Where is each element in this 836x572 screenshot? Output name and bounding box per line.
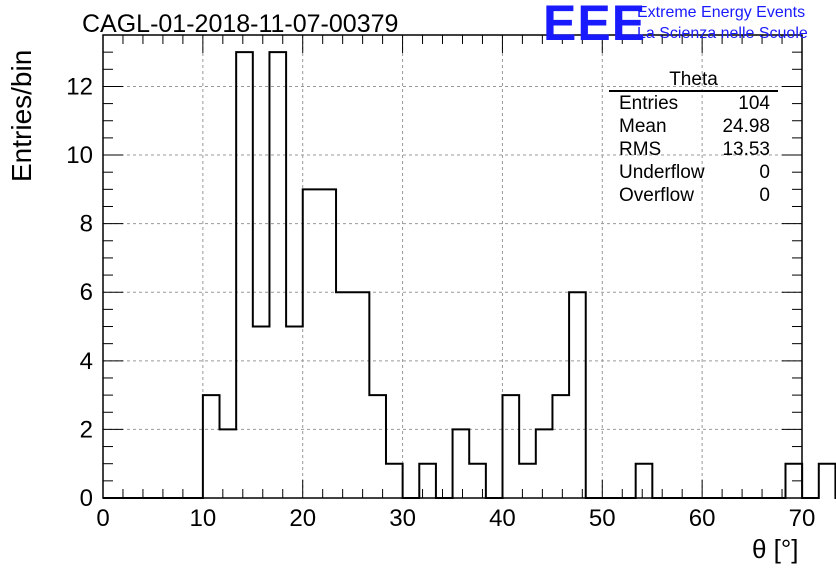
y-tick-label: 0 [80, 485, 93, 512]
y-tick-label: 12 [66, 73, 93, 100]
stats-row-overflow: Overflow 0 [619, 185, 770, 206]
y-axis-label: Entries/bin [6, 49, 37, 182]
x-tick-label: 10 [190, 505, 217, 532]
x-axis-label: θ [°] [752, 534, 799, 564]
y-tick-label: 4 [80, 348, 93, 375]
histogram-bin [453, 429, 470, 498]
histogram-bin [536, 429, 553, 498]
stats-title: Theta [609, 70, 778, 92]
eee-logo: EEE [543, 0, 647, 51]
logo-subtitle-line1: Extreme Energy Events [637, 4, 806, 21]
y-tick-label: 6 [80, 279, 93, 306]
histogram-bin [819, 464, 836, 498]
histogram-bin [253, 327, 270, 498]
histogram-bin [319, 189, 336, 498]
histogram-bin [569, 292, 586, 498]
histogram-bin [469, 464, 486, 498]
histogram-bin [303, 189, 320, 498]
x-tick-label: 60 [689, 505, 716, 532]
stats-box: Theta Entries 104 Mean 24.98 RMS 13.53 Unde… [609, 70, 778, 207]
x-tick-label: 50 [589, 505, 616, 532]
histogram-bin [269, 52, 286, 498]
stats-row-underflow: Underflow 0 [619, 162, 770, 183]
histogram-bin [519, 464, 536, 498]
y-tick-label: 2 [80, 416, 93, 443]
x-tick-label: 30 [389, 505, 416, 532]
histogram-bin [503, 395, 520, 498]
x-tick-label: 20 [289, 505, 316, 532]
logo-subtitle-line2: La Scienza nelle Scuole [637, 25, 808, 42]
histogram-bin [369, 395, 386, 498]
stats-row-entries: Entries 104 [619, 93, 770, 114]
y-tick-label: 8 [80, 211, 93, 238]
histogram-bin [386, 464, 403, 498]
x-tick-label: 40 [489, 505, 516, 532]
x-tick-label: 70 [789, 505, 816, 532]
y-tick-label: 10 [66, 142, 93, 169]
histogram-bin [353, 292, 370, 498]
histogram-bin [203, 395, 220, 498]
histogram-bin [286, 327, 303, 498]
histogram-bin [236, 52, 253, 498]
chart-title: CAGL-01-2018-11-07-00379 [82, 10, 399, 38]
histogram-outline [103, 51, 836, 499]
stats-row-rms: RMS 13.53 [619, 139, 770, 160]
histogram-bin [419, 464, 436, 498]
x-tick-label: 0 [96, 505, 109, 532]
stats-row-mean: Mean 24.98 [619, 116, 770, 137]
histogram-bin [220, 429, 237, 498]
histogram-bin [336, 292, 353, 498]
histogram-bin [636, 464, 653, 498]
histogram-bin [552, 395, 569, 498]
